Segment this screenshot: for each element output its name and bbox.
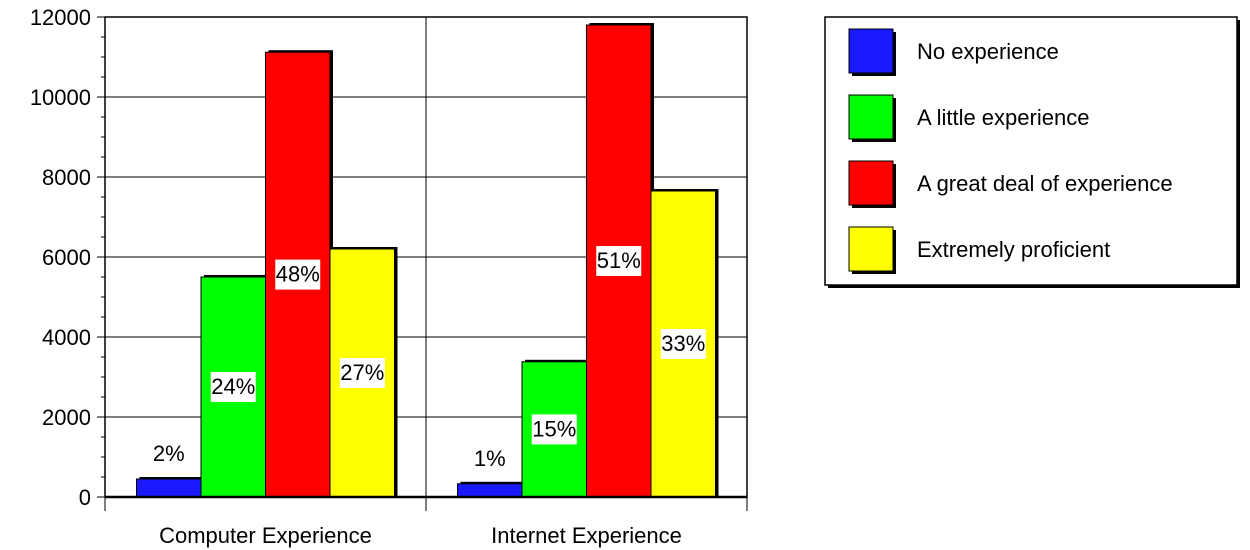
data-label: 24% — [211, 374, 255, 399]
y-tick-label: 12000 — [30, 5, 91, 30]
y-tick-label: 2000 — [42, 405, 91, 430]
legend-swatch — [848, 28, 894, 74]
y-tick-label: 0 — [79, 485, 91, 510]
data-label: 27% — [340, 360, 384, 385]
legend: No experience A little experience A great … — [824, 16, 1240, 288]
legend-swatch — [848, 160, 894, 206]
data-label-bg — [531, 414, 577, 445]
bar — [136, 478, 202, 498]
legend-label: No experience — [917, 39, 1059, 64]
data-label-bg — [275, 259, 321, 290]
axes: 0 2000 4000 6000 8000 10000 12000 Computer Expe… — [30, 5, 748, 548]
y-tick-label: 8000 — [42, 165, 91, 190]
data-labels: 2% 24% 48% 27% 1% 15% 51% 33% — [153, 246, 706, 471]
x-category-label: Computer Experience — [159, 523, 372, 548]
data-label-bg — [339, 358, 385, 388]
data-label-bg — [596, 246, 642, 276]
x-category-label: Internet Experience — [491, 523, 682, 548]
legend-label: A great deal of experience — [917, 171, 1173, 196]
y-tick-label: 10000 — [30, 85, 91, 110]
data-label: 1% — [474, 446, 506, 471]
data-label: 2% — [153, 441, 185, 466]
data-label: 15% — [532, 416, 576, 441]
legend-label: Extremely proficient — [917, 237, 1110, 262]
y-tick-label: 4000 — [42, 325, 91, 350]
legend-swatch — [848, 94, 894, 140]
data-label: 33% — [661, 331, 705, 356]
data-label: 51% — [597, 248, 641, 273]
data-label-bg — [210, 372, 256, 402]
data-label: 48% — [276, 262, 320, 287]
legend-label: A little experience — [917, 105, 1089, 130]
bar — [457, 483, 523, 498]
y-tick-label: 6000 — [42, 245, 91, 270]
legend-swatch — [848, 226, 894, 272]
data-label-bg — [660, 329, 706, 359]
